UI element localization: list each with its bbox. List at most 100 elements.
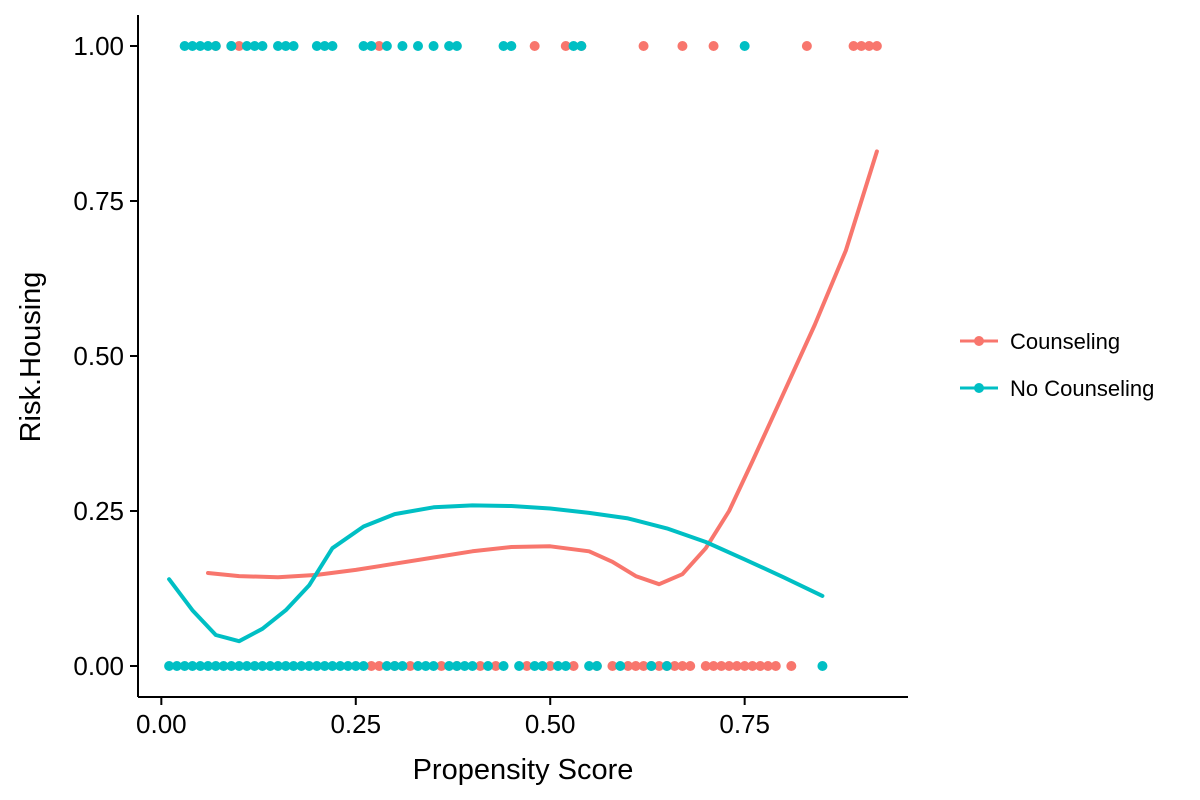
counseling-smooth-line (206, 149, 879, 587)
counseling-point (770, 661, 781, 671)
no-counseling-point (203, 661, 213, 671)
counseling-point (801, 41, 812, 51)
y-tick-label: 0.25 (73, 496, 124, 526)
counseling-point (864, 41, 875, 51)
counseling-point (234, 41, 245, 51)
no-counseling-point (171, 661, 182, 671)
no-counseling-point (257, 661, 268, 671)
legend-key-dot-no-counseling (974, 383, 984, 393)
counseling-point (848, 41, 859, 51)
no-counseling-point (451, 41, 462, 51)
no-counseling-point (203, 41, 213, 51)
no-counseling-point (179, 661, 190, 671)
no-counseling-point (428, 41, 439, 51)
no-counseling-point (179, 41, 190, 51)
no-counseling-point (319, 661, 330, 671)
counseling-point (786, 661, 797, 671)
counseling-point (685, 661, 696, 671)
counseling-point (638, 661, 649, 671)
y-axis-ticks: 0.00 0.25 0.50 0.75 1.00 (73, 31, 138, 681)
counseling-point (677, 41, 688, 51)
no-counseling-point (311, 661, 322, 671)
no-counseling-point (234, 661, 245, 671)
counseling-point (374, 661, 385, 671)
no-counseling-point (249, 41, 260, 51)
no-counseling-point (327, 661, 338, 671)
no-counseling-point (381, 41, 392, 51)
counseling-point (405, 661, 416, 671)
counseling-point (529, 41, 540, 51)
no-counseling-point (195, 661, 206, 671)
counseling-point (490, 661, 501, 671)
no-counseling-point (195, 41, 206, 51)
counseling-point (630, 661, 641, 671)
no-counseling-point (296, 661, 307, 671)
counseling-point (475, 661, 486, 671)
no-counseling-point (397, 41, 408, 51)
no-counseling-point (210, 41, 221, 51)
no-counseling-point (187, 661, 198, 671)
x-axis-ticks: 0.00 0.25 0.50 0.75 (136, 697, 770, 739)
no-counseling-point (646, 661, 657, 671)
no-counseling-point (389, 661, 400, 671)
no-counseling-point (218, 661, 229, 671)
counseling-point (654, 661, 665, 671)
no-counseling-point (413, 661, 423, 671)
counseling-point (677, 661, 688, 671)
no-counseling-point (451, 661, 462, 671)
counseling-point (856, 41, 867, 51)
no-counseling-point (210, 661, 221, 671)
no-counseling-point (327, 41, 338, 51)
no-counseling-point (817, 661, 828, 671)
no-counseling-point (591, 661, 602, 671)
counseling-point (436, 661, 447, 671)
counseling-point (568, 661, 579, 671)
counseling-point (708, 661, 719, 671)
no-counseling-point (420, 661, 431, 671)
no-counseling-point (288, 41, 299, 51)
counseling-point (521, 661, 532, 671)
no-counseling-point (568, 41, 579, 51)
no-counseling-point (265, 661, 276, 671)
no-counseling-point (350, 661, 361, 671)
counseling-point (739, 661, 750, 671)
counseling-point (545, 661, 556, 671)
counseling-point (755, 661, 766, 671)
x-tick-label: 0.00 (136, 709, 187, 739)
no-counseling-point (444, 41, 455, 51)
no-counseling-point (537, 661, 548, 671)
no-counseling-point (358, 41, 369, 51)
no-counseling-point (459, 661, 470, 671)
counseling-point (724, 661, 735, 671)
no-counseling-point (164, 661, 175, 671)
counseling-point (700, 661, 711, 671)
no-counseling-point (506, 41, 517, 51)
no-counseling-point (413, 41, 423, 51)
no-counseling-point (311, 41, 322, 51)
counseling-point (731, 661, 742, 671)
y-tick-label: 0.00 (73, 651, 124, 681)
legend-label-counseling: Counseling (1010, 329, 1120, 354)
no-counseling-point (249, 661, 260, 671)
counseling-point (366, 661, 377, 671)
counseling-point (623, 661, 633, 671)
y-tick-label: 1.00 (73, 31, 124, 61)
smooth-lines (167, 149, 879, 644)
legend: Counseling No Counseling (960, 329, 1154, 401)
no-counseling-point (498, 41, 509, 51)
x-tick-label: 0.50 (525, 709, 576, 739)
no-counseling-point (397, 661, 408, 671)
no-counseling-point (319, 41, 330, 51)
counseling-points (210, 41, 882, 671)
x-axis-title: Propensity Score (413, 754, 634, 786)
counseling-point (763, 661, 773, 671)
no-counseling-point (343, 661, 353, 671)
counseling-point (607, 661, 618, 671)
y-tick-label: 0.75 (73, 186, 124, 216)
no-counseling-point (381, 661, 392, 671)
no-counseling-point (304, 661, 315, 671)
no-counseling-point (498, 661, 509, 671)
no-counseling-point (358, 661, 369, 671)
no-counseling-point (288, 661, 299, 671)
no-counseling-points (164, 41, 828, 671)
